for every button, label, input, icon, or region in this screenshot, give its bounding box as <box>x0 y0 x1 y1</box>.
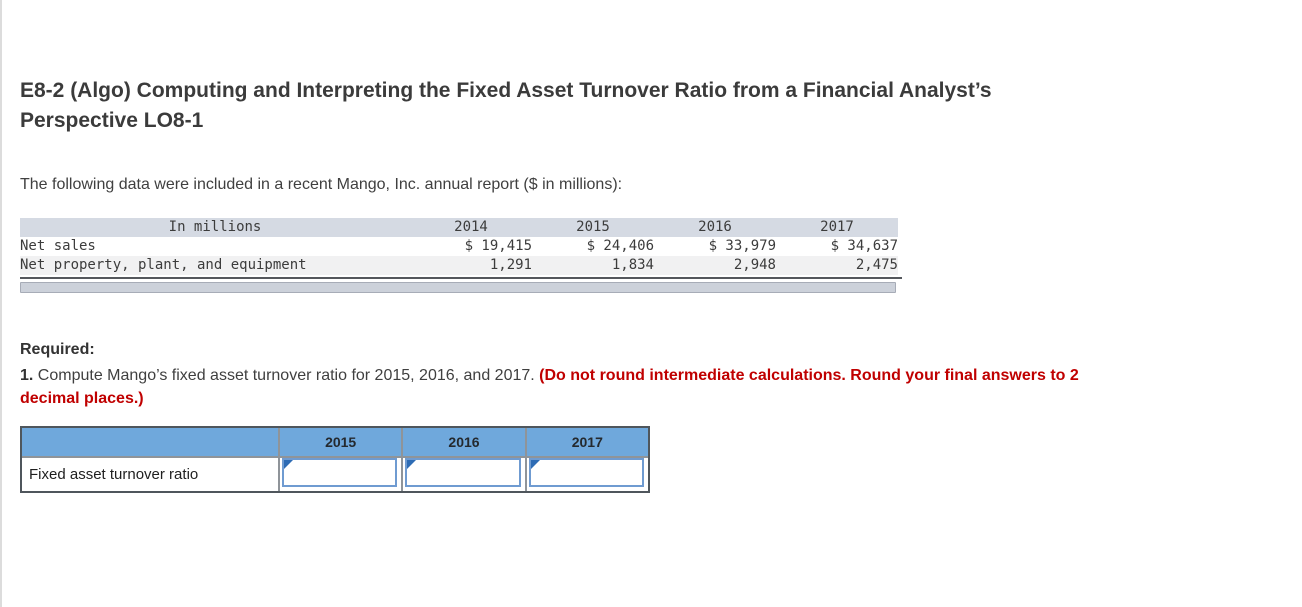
net-ppe-2015: 1,834 <box>611 257 654 273</box>
column-header-2015: 2015 <box>576 219 610 235</box>
column-header-2017: 2017 <box>820 219 854 235</box>
answer-cell-2017 <box>524 458 648 491</box>
answer-col-header-2017: 2017 <box>524 428 648 456</box>
answer-cell-2015 <box>278 458 401 491</box>
net-ppe-2017: 2,475 <box>855 257 898 273</box>
answer-row-label: Fixed asset turnover ratio <box>29 466 199 483</box>
answer-input-box-2016 <box>405 458 521 487</box>
required-section: Required: 1. Compute Mango’s fixed asset… <box>20 341 1302 410</box>
answer-table: 2015 2016 2017 Fixed asset turnover rati… <box>20 426 650 493</box>
net-sales-2017: $ 34,637 <box>830 238 898 254</box>
column-header-in-millions: In millions <box>168 219 262 235</box>
required-item-text: Compute Mango’s fixed asset turnover rat… <box>37 367 535 384</box>
net-ppe-2014: 1,291 <box>489 257 532 273</box>
row-label-net-ppe: Net property, plant, and equipment <box>20 257 307 273</box>
rounding-instruction: (Do not round intermediate calculations.… <box>20 367 1079 407</box>
required-instruction: 1. Compute Mango’s fixed asset turnover … <box>20 364 1080 410</box>
row-label-net-sales: Net sales <box>20 238 96 254</box>
financial-data-section: In millions 2014 2015 2016 2017 Net sale… <box>20 218 902 293</box>
table-row: Net property, plant, and equipment 1,291… <box>20 256 898 275</box>
required-item-number: 1. <box>20 367 34 384</box>
answer-input-2016[interactable] <box>407 460 519 485</box>
answer-header-blank-cell <box>22 428 278 456</box>
page-title-line2: Perspective LO8-1 <box>20 109 204 132</box>
table-row: Net sales $ 19,415 $ 24,406 $ 33,979 $ 3… <box>20 237 898 256</box>
table-header-row: In millions 2014 2015 2016 2017 <box>20 218 898 237</box>
net-sales-2014: $ 19,415 <box>464 238 532 254</box>
answer-input-2017[interactable] <box>530 460 642 485</box>
answer-col-header-2016: 2016 <box>401 428 524 456</box>
answer-col-header-2015: 2015 <box>278 428 401 456</box>
intro-text: The following data were included in a re… <box>20 176 623 193</box>
net-ppe-2016: 2,948 <box>733 257 776 273</box>
answer-input-box-2017 <box>528 458 644 487</box>
column-header-2016: 2016 <box>698 219 732 235</box>
net-sales-2016: $ 33,979 <box>708 238 776 254</box>
required-heading: Required: <box>20 341 95 358</box>
financial-data-table: In millions 2014 2015 2016 2017 Net sale… <box>20 218 898 275</box>
answer-table-row: Fixed asset turnover ratio <box>22 456 648 491</box>
answer-input-box-2015 <box>282 458 398 487</box>
problem-page: E8-2 (Algo) Computing and Interpreting t… <box>20 76 1302 493</box>
column-header-2014: 2014 <box>454 219 488 235</box>
table-bottom-border <box>20 277 902 279</box>
page-title: E8-2 (Algo) Computing and Interpreting t… <box>20 76 1200 136</box>
answer-input-2015[interactable] <box>284 460 396 485</box>
net-sales-2015: $ 24,406 <box>586 238 654 254</box>
page-left-border <box>0 0 2 607</box>
page-title-line1: E8-2 (Algo) Computing and Interpreting t… <box>20 79 992 102</box>
answer-cell-2016 <box>401 458 524 491</box>
horizontal-scrollbar[interactable] <box>20 282 896 293</box>
answer-table-header-row: 2015 2016 2017 <box>22 428 648 456</box>
